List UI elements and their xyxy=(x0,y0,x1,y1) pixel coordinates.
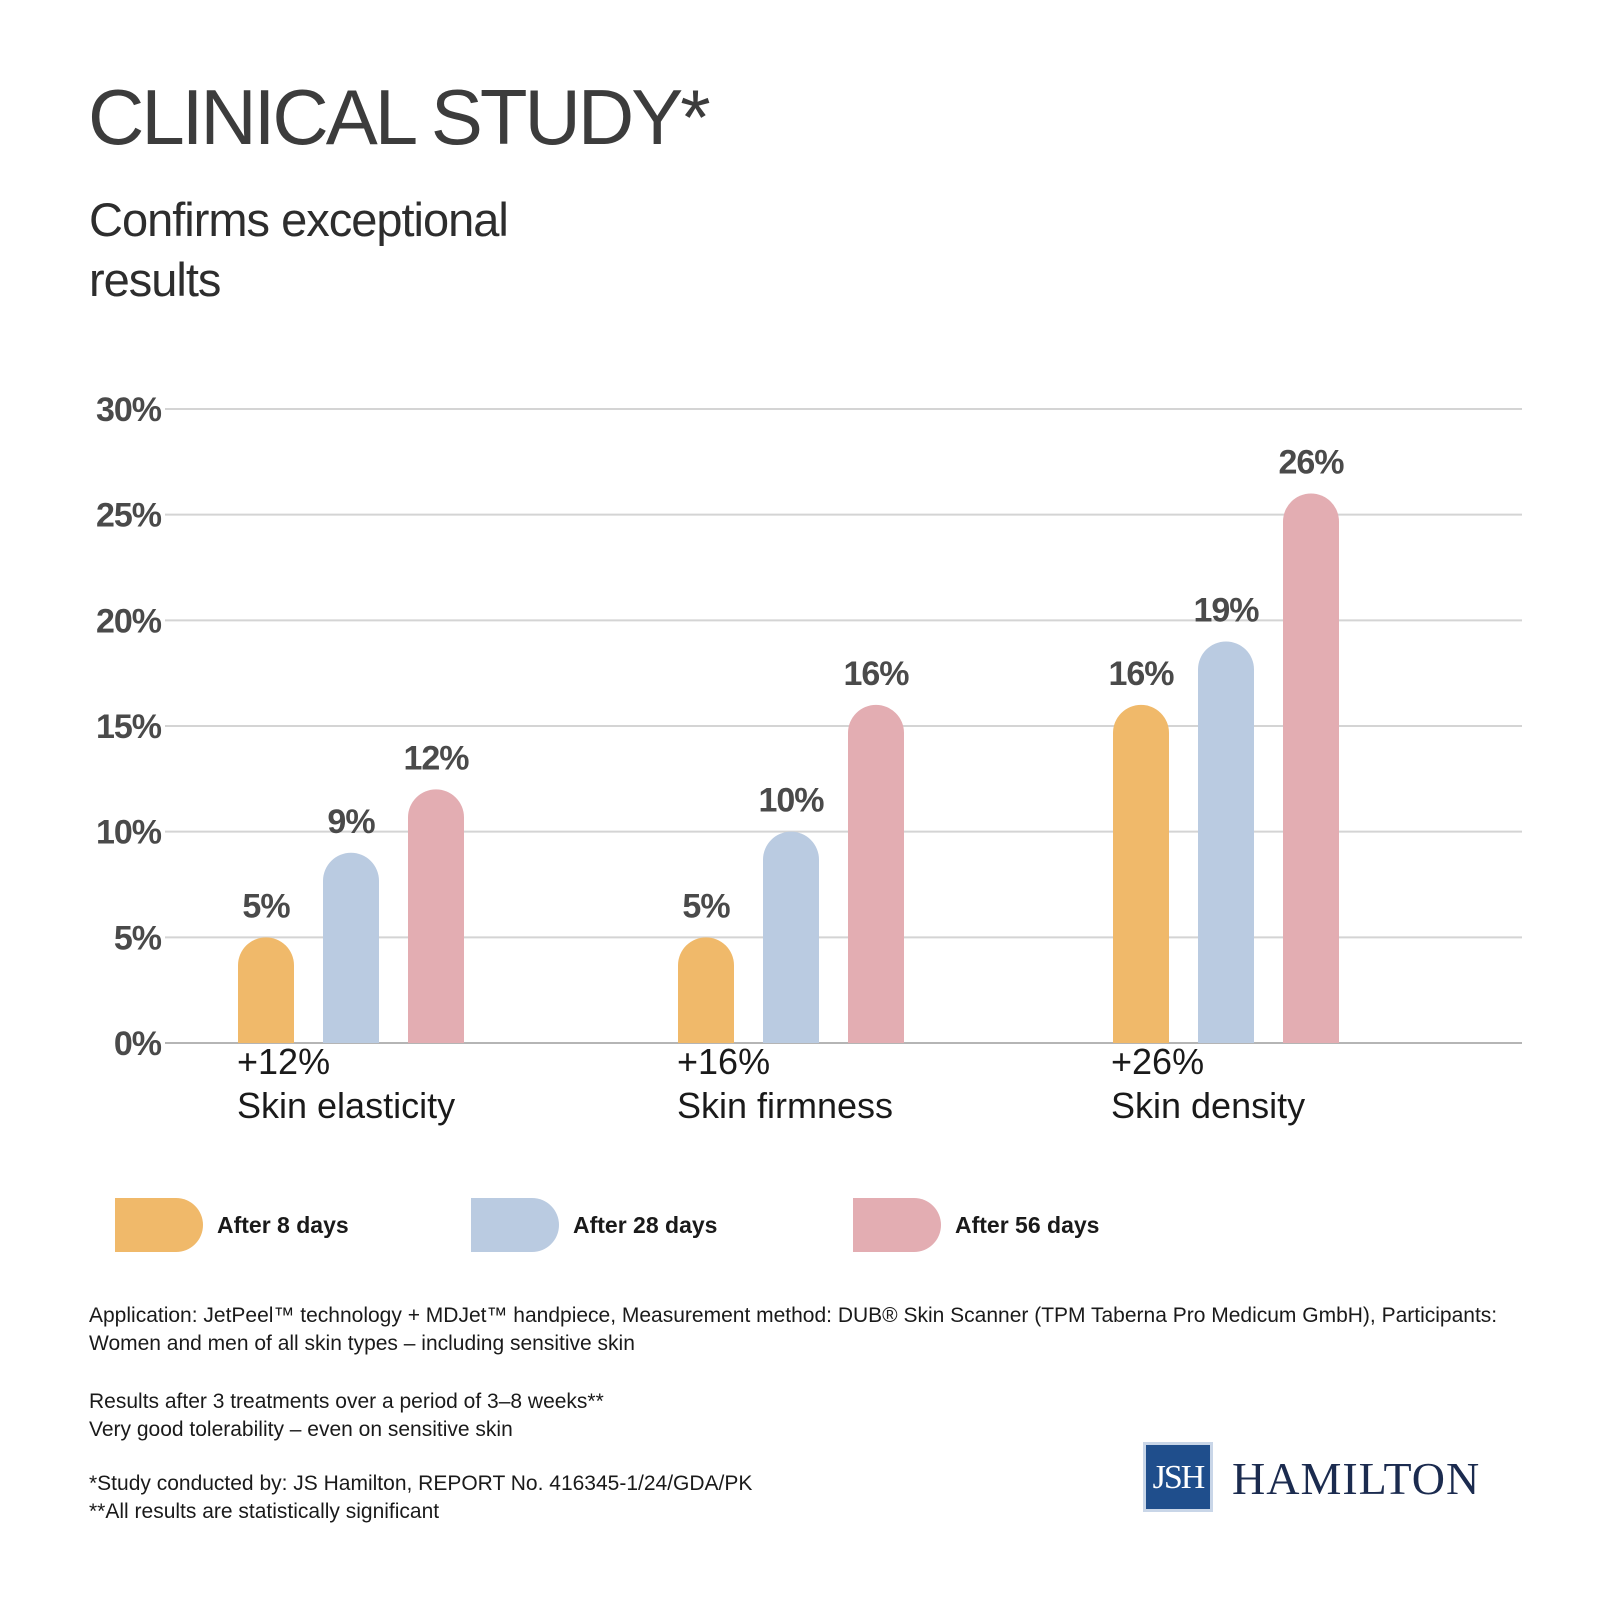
bar xyxy=(1283,493,1339,1043)
legend-label-56-days: After 56 days xyxy=(955,1212,1100,1238)
bar-value-label: 26% xyxy=(1278,444,1344,482)
results-line-2: Very good tolerability – even on sensiti… xyxy=(89,1418,513,1441)
results-line-1: Results after 3 treatments over a period… xyxy=(89,1390,604,1413)
group-caption-firmness: +16% Skin firmness xyxy=(677,1040,893,1128)
bar xyxy=(238,937,294,1043)
group-name-density: Skin density xyxy=(1111,1085,1306,1126)
application-note: Application: JetPeel™ technology + MDJet… xyxy=(89,1304,1498,1355)
hamilton-logo-mark: JSH xyxy=(1143,1442,1213,1512)
legend-swatch-56-days xyxy=(853,1198,941,1252)
group-total-firmness: +16% xyxy=(677,1041,771,1082)
bar xyxy=(763,831,819,1043)
bar-value-label: 19% xyxy=(1193,591,1259,629)
bar xyxy=(848,704,904,1043)
bar-value-label: 5% xyxy=(682,887,730,925)
bar-chart: 0% 5% 10% 15% 20% 25% 30% 5% 5% 16% 9% 10% 19% 12% 16%… xyxy=(96,391,1522,1060)
group-caption-elasticity: +12% Skin elasticity xyxy=(237,1040,455,1128)
y-tick-label: 15% xyxy=(96,708,162,746)
bar xyxy=(1198,641,1254,1043)
hamilton-logo-wordmark: HAMILTON xyxy=(1232,1453,1481,1504)
group-caption-density: +26% Skin density xyxy=(1111,1040,1305,1128)
footnote-significance: **All results are statistically signific… xyxy=(89,1500,440,1523)
legend-swatch-8-days xyxy=(115,1198,203,1252)
page-title: CLINICAL STUDY* xyxy=(88,73,711,161)
y-tick-label: 0% xyxy=(114,1025,162,1060)
bar-value-label: 5% xyxy=(242,887,290,925)
group-name-elasticity: Skin elasticity xyxy=(237,1085,456,1126)
y-tick-label: 30% xyxy=(96,391,162,429)
y-tick-label: 5% xyxy=(114,919,162,957)
bar xyxy=(678,937,734,1043)
bar xyxy=(323,852,380,1043)
bar-value-label: 16% xyxy=(1108,655,1174,693)
logo-monogram: JSH xyxy=(1152,1459,1206,1496)
footnotes: *Study conducted by: JS Hamilton, REPORT… xyxy=(89,1470,989,1526)
bar xyxy=(1113,704,1169,1043)
legend-swatch-28-days xyxy=(471,1198,559,1252)
y-tick-label: 10% xyxy=(96,814,162,852)
group-total-density: +26% xyxy=(1111,1041,1205,1082)
bar-value-label: 9% xyxy=(327,803,375,841)
bar-value-label: 10% xyxy=(758,782,824,820)
results-note: Results after 3 treatments over a period… xyxy=(89,1388,1509,1444)
legend-label-28-days: After 28 days xyxy=(573,1212,718,1238)
legend-label-8-days: After 8 days xyxy=(217,1212,349,1238)
bar-value-label: 16% xyxy=(843,655,909,693)
group-name-firmness: Skin firmness xyxy=(677,1085,894,1126)
group-total-elasticity: +12% xyxy=(237,1041,331,1082)
page-subtitle: Confirms exceptional results xyxy=(89,193,509,306)
y-tick-label: 25% xyxy=(96,497,162,535)
footnote-study: *Study conducted by: JS Hamilton, REPORT… xyxy=(89,1472,753,1495)
y-tick-label: 20% xyxy=(96,602,162,640)
bar xyxy=(408,789,465,1043)
bar-value-label: 12% xyxy=(403,739,469,777)
